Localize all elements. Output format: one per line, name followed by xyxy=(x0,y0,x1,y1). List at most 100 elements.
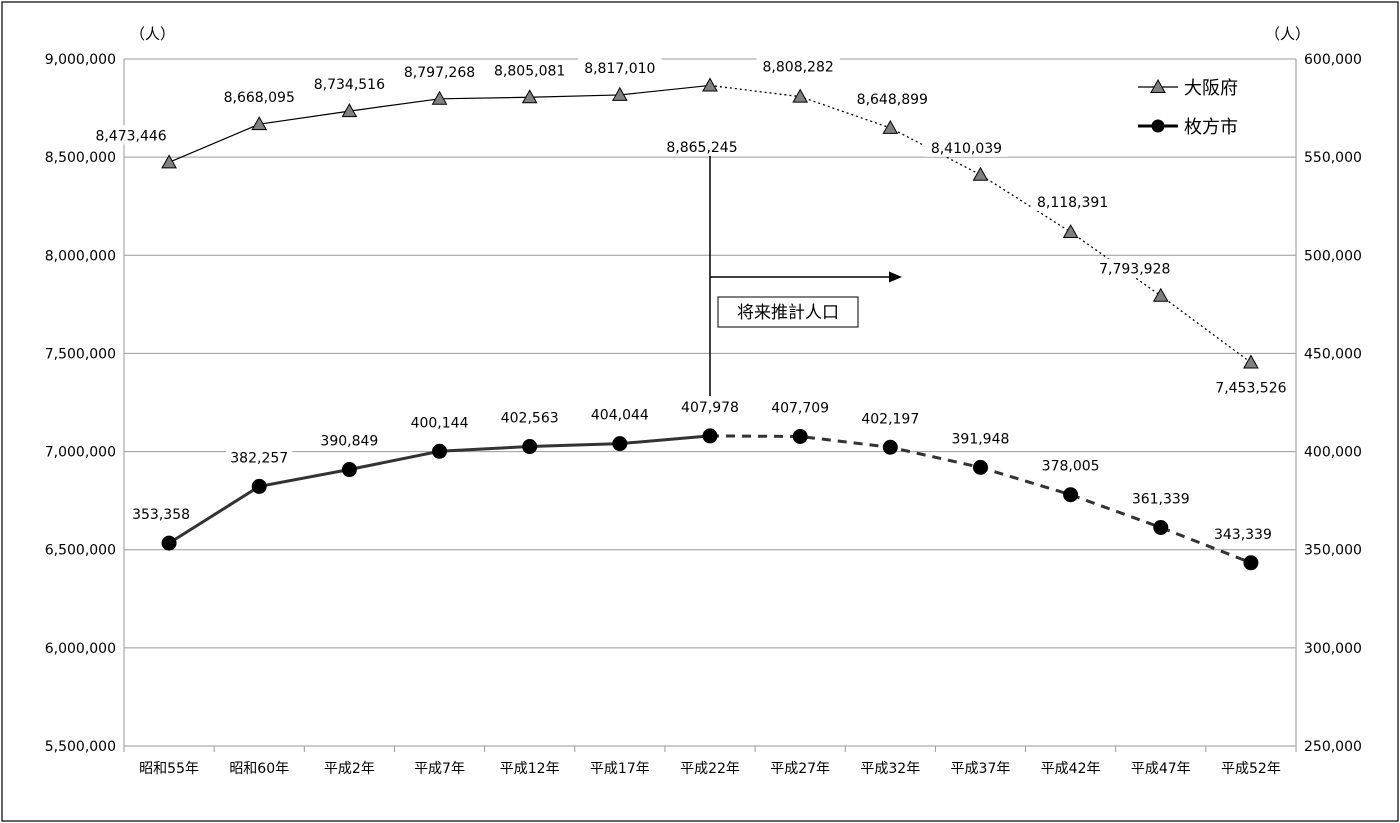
osaka-label-bg xyxy=(217,87,301,107)
hirakata-data-label: 400,144 xyxy=(411,415,469,431)
osaka-marker-triangle xyxy=(792,88,809,103)
right-tick-label: 450,000 xyxy=(1304,346,1362,362)
hirakata-marker-circle xyxy=(792,428,808,444)
hirakata-marker-circle xyxy=(1063,487,1079,503)
hirakata-label-bg xyxy=(947,428,1014,448)
osaka-label-bg xyxy=(578,57,662,77)
x-category-label: 平成47年 xyxy=(1131,761,1191,777)
osaka-data-label: 8,734,516 xyxy=(314,77,385,93)
left-tick-label: 7,000,000 xyxy=(45,445,116,461)
hirakata-label-bg xyxy=(857,408,924,428)
left-tick-label: 6,000,000 xyxy=(45,641,116,657)
projection-label: 将来推計人口 xyxy=(737,303,839,323)
osaka-data-label: 8,473,446 xyxy=(95,128,166,144)
osaka-label-bg xyxy=(924,137,1009,157)
hirakata-marker-circle xyxy=(612,436,628,452)
hirakata-marker-circle xyxy=(1243,555,1259,571)
osaka-marker-triangle xyxy=(702,77,718,92)
x-category-label: 平成32年 xyxy=(860,761,920,777)
hirakata-data-label: 404,044 xyxy=(591,408,649,424)
hirakata-label-bg xyxy=(1127,488,1194,508)
osaka-marker-triangle xyxy=(611,86,628,101)
legend-marker-osaka xyxy=(1150,78,1166,93)
left-axis-unit: （人） xyxy=(130,25,175,43)
hirakata-label-bg xyxy=(316,430,383,450)
right-tick-label: 250,000 xyxy=(1304,739,1362,755)
x-category-label: 平成27年 xyxy=(770,761,830,777)
osaka-label-bg xyxy=(487,60,572,80)
osaka-marker-triangle xyxy=(1152,287,1169,302)
right-tick-label: 500,000 xyxy=(1304,248,1362,264)
osaka-label-bg xyxy=(307,74,392,94)
hirakata-data-label: 390,849 xyxy=(320,434,378,450)
osaka-data-label: 8,668,095 xyxy=(224,90,295,106)
left-tick-label: 6,500,000 xyxy=(45,543,116,559)
osaka-data-label: 8,808,282 xyxy=(763,60,834,76)
osaka-label-bg xyxy=(89,125,173,145)
hirakata-data-label: 407,709 xyxy=(771,400,829,416)
osaka-marker-triangle xyxy=(1243,354,1259,369)
hirakata-label-bg xyxy=(1037,455,1104,475)
osaka-label-bg xyxy=(397,61,482,81)
hirakata-marker-circle xyxy=(1153,519,1169,535)
osaka-marker-triangle xyxy=(1062,224,1079,239)
right-tick-label: 350,000 xyxy=(1304,543,1362,559)
hirakata-marker-circle xyxy=(341,462,357,478)
left-tick-label: 5,500,000 xyxy=(45,739,116,755)
hirakata-marker-circle xyxy=(972,459,988,475)
hirakata-marker-circle xyxy=(702,428,718,444)
hirakata-label-bg xyxy=(676,396,744,416)
legend-label-osaka: 大阪府 xyxy=(1184,78,1238,99)
x-category-label: 平成42年 xyxy=(1041,761,1101,777)
osaka-label-bg xyxy=(660,137,744,156)
hirakata-marker-circle xyxy=(882,439,898,455)
x-category-label: 平成7年 xyxy=(414,761,465,777)
x-category-label: 平成17年 xyxy=(590,761,650,777)
osaka-marker-triangle xyxy=(161,154,177,169)
hirakata-marker-circle xyxy=(161,535,177,551)
x-category-label: 平成52年 xyxy=(1221,761,1281,777)
x-category-label: 平成22年 xyxy=(680,761,740,777)
hirakata-data-label: 382,257 xyxy=(230,450,288,466)
projection-arrow-head xyxy=(889,271,902,283)
hirakata-label-bg xyxy=(1209,523,1277,543)
osaka-marker-triangle xyxy=(972,166,989,181)
right-tick-label: 300,000 xyxy=(1304,641,1362,657)
x-category-label: 昭和55年 xyxy=(139,761,199,777)
x-category-label: 平成12年 xyxy=(500,761,560,777)
hirakata-data-label: 378,005 xyxy=(1042,459,1100,475)
osaka-marker-triangle xyxy=(341,103,358,118)
hirakata-data-label: 353,358 xyxy=(132,507,190,523)
osaka-data-label: 8,118,391 xyxy=(1037,195,1108,211)
x-category-label: 平成2年 xyxy=(324,761,375,777)
osaka-label-bg xyxy=(1209,377,1293,397)
hirakata-label-bg xyxy=(767,397,834,417)
hirakata-label-bg xyxy=(127,504,195,524)
left-tick-label: 8,500,000 xyxy=(45,150,116,166)
hirakata-label-bg xyxy=(226,447,293,467)
hirakata-data-label: 361,339 xyxy=(1132,491,1190,507)
osaka-data-label: 8,797,268 xyxy=(404,65,475,81)
right-axis-unit: （人） xyxy=(1265,25,1310,43)
osaka-data-label: 7,453,526 xyxy=(1215,381,1286,397)
hirakata-label-bg xyxy=(496,407,563,427)
osaka-label-bg xyxy=(1093,258,1177,278)
hirakata-label-bg xyxy=(586,404,653,424)
hirakata-marker-circle xyxy=(251,478,267,494)
projection-label-box xyxy=(717,296,859,328)
osaka-data-label: 8,865,245 xyxy=(666,140,737,156)
hirakata-data-label: 391,948 xyxy=(952,431,1010,447)
legend-marker-hirakata xyxy=(1151,119,1165,133)
left-tick-label: 7,500,000 xyxy=(45,346,116,362)
osaka-marker-triangle xyxy=(882,119,899,134)
x-category-label: 昭和60年 xyxy=(229,761,289,777)
hirakata-data-label: 343,339 xyxy=(1214,527,1272,543)
osaka-label-bg xyxy=(1030,192,1115,212)
osaka-marker-triangle xyxy=(251,116,268,131)
hirakata-marker-circle xyxy=(522,439,538,455)
legend-label-hirakata: 枚方市 xyxy=(1184,117,1238,138)
right-tick-label: 400,000 xyxy=(1304,445,1362,461)
